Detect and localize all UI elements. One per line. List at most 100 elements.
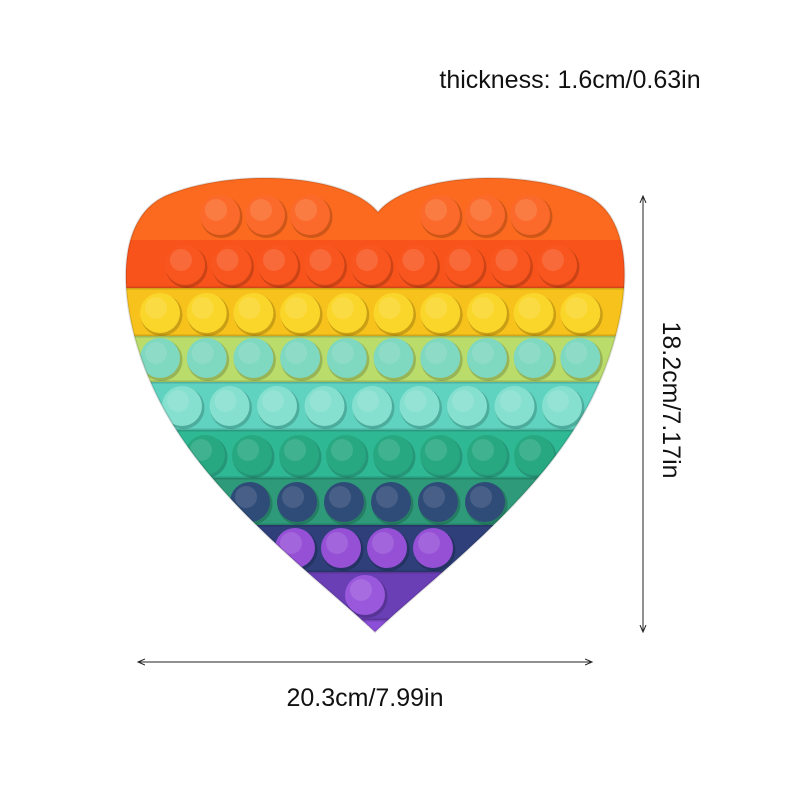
bubble [373, 293, 414, 333]
bubble-highlight [263, 249, 285, 271]
bubble [304, 386, 345, 426]
bubble-highlight [452, 390, 474, 412]
bubble [560, 293, 601, 333]
bubble [420, 293, 461, 333]
bubble [233, 293, 274, 333]
bubble-highlight [282, 486, 304, 508]
bubble-highlight [238, 297, 261, 319]
color-band [125, 177, 625, 240]
bubble-highlight [499, 390, 522, 412]
bubble-highlight [145, 342, 167, 364]
bubble [351, 245, 391, 285]
bubble-highlight [295, 199, 317, 221]
bubble-highlight [170, 249, 192, 271]
bubble-highlight [285, 297, 308, 319]
bubble-highlight [378, 439, 400, 461]
bubble [186, 338, 227, 378]
bubble [542, 386, 582, 426]
bubble-highlight [191, 297, 214, 319]
bubble-highlight [518, 297, 541, 319]
bubble-highlight [238, 342, 261, 364]
bubble [514, 435, 554, 475]
bubble [290, 195, 330, 235]
bubble-highlight [495, 249, 518, 271]
bubble-highlight [402, 249, 425, 271]
bubble [277, 482, 317, 522]
bubble-highlight [237, 439, 259, 461]
bubble [560, 338, 601, 378]
bubble [444, 245, 484, 285]
bubble-highlight [350, 579, 372, 601]
bubble [373, 435, 413, 475]
bubble-highlight [471, 342, 494, 364]
thickness-label: thickness: 1.6cm/0.63in [439, 66, 700, 94]
bubble [466, 293, 507, 333]
bubble-highlight [378, 297, 401, 319]
bubble [209, 386, 250, 426]
bubble-highlight [309, 249, 332, 271]
bubble [245, 195, 285, 235]
bubble [279, 435, 319, 475]
bubble [324, 482, 364, 522]
bubble-highlight [418, 532, 440, 554]
bubble-highlight [472, 439, 494, 461]
bubble-highlight [425, 297, 448, 319]
bubble [257, 386, 297, 426]
bubble-highlight [518, 342, 541, 364]
bubble [200, 195, 240, 235]
bubble [326, 338, 367, 378]
bubble-highlight [356, 249, 378, 271]
bubble [232, 435, 272, 475]
bubble [420, 338, 461, 378]
bubble [326, 435, 366, 475]
bubble-highlight [376, 486, 398, 508]
bubble [537, 245, 577, 285]
bubble-highlight [326, 532, 348, 554]
bubble [165, 245, 205, 285]
bubble [467, 435, 507, 475]
bubble-highlight [423, 486, 445, 508]
bubble [466, 338, 507, 378]
bubble [465, 482, 505, 522]
bubble-highlight [425, 342, 448, 364]
bubble [211, 245, 252, 285]
bubble [367, 528, 407, 568]
bubble-highlight [378, 342, 401, 364]
bubble [140, 293, 180, 333]
bubble-highlight [404, 390, 427, 412]
bubble [418, 482, 458, 522]
bubble-highlight [205, 199, 227, 221]
bubble-highlight [542, 249, 564, 271]
bubble-highlight [519, 439, 541, 461]
bubble [373, 338, 414, 378]
bubble [494, 386, 535, 426]
bubble-highlight [284, 439, 306, 461]
bubble [397, 245, 438, 285]
bubble-highlight [216, 249, 239, 271]
bubble-highlight [515, 199, 537, 221]
bubble-highlight [449, 249, 471, 271]
bubble-highlight [145, 297, 167, 319]
bubble-highlight [262, 390, 284, 412]
bubble [420, 435, 460, 475]
bubble [280, 293, 321, 333]
bubble [399, 386, 440, 426]
bubble [513, 293, 554, 333]
pop-it-heart [125, 177, 625, 632]
bubble [258, 245, 298, 285]
width-label: 20.3cm/7.99in [286, 684, 443, 712]
bubble [371, 482, 411, 522]
bubble-highlight [280, 532, 302, 554]
bubble-highlight [235, 486, 257, 508]
bubble-highlight [547, 390, 569, 412]
bubble [233, 338, 274, 378]
bubble [162, 386, 202, 426]
bubble-highlight [471, 297, 494, 319]
bubble [186, 293, 227, 333]
bubble-highlight [167, 390, 189, 412]
bubble-highlight [309, 390, 332, 412]
bubble [321, 528, 361, 568]
bubble [513, 338, 554, 378]
